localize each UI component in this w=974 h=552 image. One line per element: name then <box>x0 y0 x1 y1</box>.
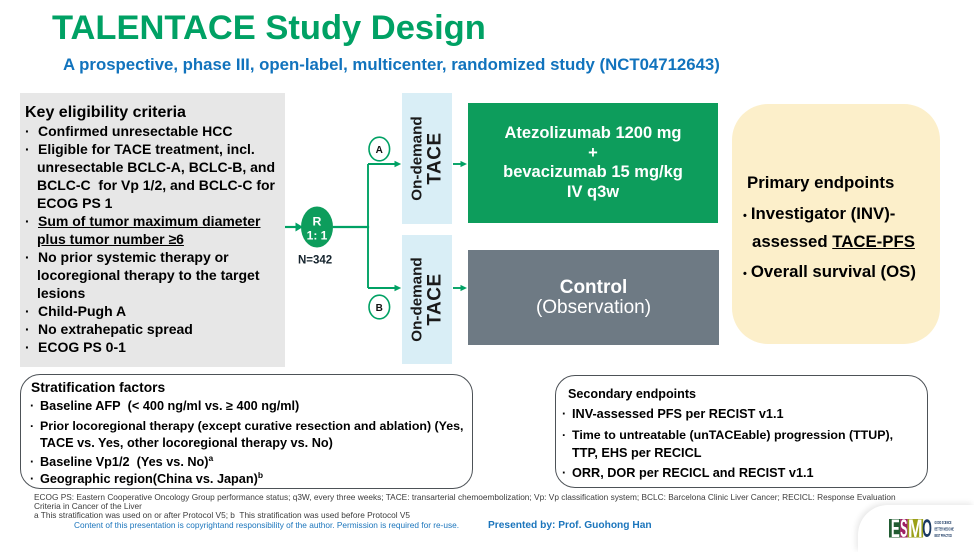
svg-text:BEST PRACTICE: BEST PRACTICE <box>935 533 953 538</box>
svg-text:R: R <box>313 215 322 229</box>
svg-text:A: A <box>376 145 383 156</box>
svg-text:N=342: N=342 <box>298 255 332 267</box>
svg-text:O: O <box>922 519 932 538</box>
svg-text:GOOD SCIENCE: GOOD SCIENCE <box>935 520 952 525</box>
svg-text:B: B <box>376 303 383 314</box>
svg-text:S: S <box>900 519 907 538</box>
svg-text:BETTER MEDICINE: BETTER MEDICINE <box>935 526 954 531</box>
svg-text:E: E <box>891 519 900 538</box>
svg-text:M: M <box>908 519 923 538</box>
svg-text:1: 1: 1: 1 <box>307 229 328 243</box>
